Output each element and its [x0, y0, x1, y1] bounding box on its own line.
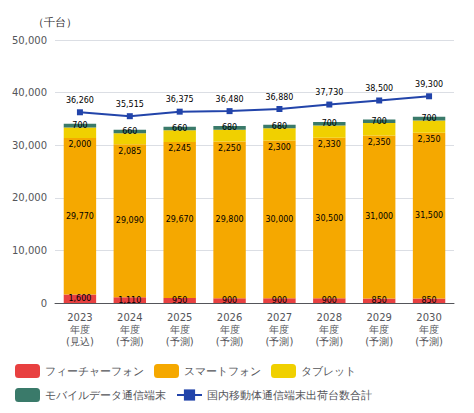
svg-text:29,090: 29,090 [116, 216, 144, 225]
svg-text:700: 700 [421, 114, 436, 123]
svg-text:30,000: 30,000 [12, 140, 47, 151]
svg-text:2,000: 2,000 [68, 140, 91, 149]
svg-text:年度: 年度 [120, 324, 140, 335]
svg-text:50,000: 50,000 [12, 35, 47, 46]
svg-text:年度: 年度 [319, 324, 339, 335]
svg-text:年度: 年度 [170, 324, 190, 335]
svg-text:36,880: 36,880 [265, 93, 293, 102]
svg-text:2,350: 2,350 [368, 138, 391, 147]
svg-text:29,800: 29,800 [216, 215, 244, 224]
svg-text:35,515: 35,515 [116, 100, 144, 109]
svg-text:2,330: 2,330 [318, 140, 341, 149]
svg-text:2030: 2030 [416, 312, 441, 323]
svg-text:31,000: 31,000 [365, 212, 393, 221]
svg-text:10,000: 10,000 [12, 245, 47, 256]
svg-text:2,350: 2,350 [418, 135, 441, 144]
svg-text:フィーチャーフォン: フィーチャーフォン [45, 365, 144, 378]
svg-text:900: 900 [272, 296, 287, 305]
svg-text:900: 900 [222, 296, 237, 305]
svg-text:850: 850 [372, 296, 387, 305]
svg-text:1,600: 1,600 [68, 294, 91, 303]
svg-text:700: 700 [372, 117, 387, 126]
svg-text:37,730: 37,730 [315, 88, 343, 97]
svg-text:年度: 年度 [369, 324, 389, 335]
svg-text:年度: 年度 [269, 324, 289, 335]
svg-text:2027: 2027 [267, 312, 292, 323]
svg-text:700: 700 [72, 121, 87, 130]
svg-text:700: 700 [322, 119, 337, 128]
svg-text:660: 660 [172, 124, 187, 133]
svg-text:0: 0 [41, 298, 47, 309]
svg-text:680: 680 [222, 123, 237, 132]
svg-text:2023: 2023 [67, 312, 92, 323]
svg-text:850: 850 [421, 296, 436, 305]
svg-text:39,300: 39,300 [415, 80, 443, 89]
svg-text:2029: 2029 [366, 312, 391, 323]
svg-text:モバイルデータ通信端末: モバイルデータ通信端末 [45, 389, 166, 402]
svg-text:(予測): (予測) [216, 336, 244, 347]
svg-text:38,500: 38,500 [365, 84, 393, 93]
svg-text:680: 680 [272, 122, 287, 131]
svg-text:20,000: 20,000 [12, 192, 47, 203]
svg-text:（千台）: （千台） [33, 16, 77, 29]
svg-text:(見込): (見込) [66, 336, 94, 347]
svg-text:(予測): (予測) [116, 336, 144, 347]
svg-text:年度: 年度 [70, 324, 90, 335]
svg-text:2025: 2025 [167, 312, 192, 323]
svg-text:(予測): (予測) [266, 336, 294, 347]
svg-text:31,500: 31,500 [415, 211, 443, 220]
svg-text:タブレット: タブレット [301, 365, 356, 378]
svg-text:(予測): (予測) [365, 336, 393, 347]
svg-text:900: 900 [322, 296, 337, 305]
svg-text:2,245: 2,245 [168, 144, 191, 153]
svg-text:950: 950 [172, 296, 187, 305]
svg-text:29,770: 29,770 [66, 212, 94, 221]
svg-text:(予測): (予測) [315, 336, 343, 347]
svg-text:29,670: 29,670 [166, 215, 194, 224]
svg-text:40,000: 40,000 [12, 87, 47, 98]
svg-text:30,500: 30,500 [315, 214, 343, 223]
svg-text:1,110: 1,110 [118, 296, 141, 305]
svg-text:2,300: 2,300 [268, 143, 291, 152]
svg-text:(予測): (予測) [415, 336, 443, 347]
svg-text:2024: 2024 [117, 312, 142, 323]
svg-text:36,375: 36,375 [166, 95, 194, 104]
svg-text:年度: 年度 [220, 324, 240, 335]
svg-text:30,000: 30,000 [265, 215, 293, 224]
svg-text:2026: 2026 [217, 312, 242, 323]
svg-text:スマートフォン: スマートフォン [184, 365, 261, 378]
svg-text:年度: 年度 [419, 324, 439, 335]
svg-text:(予測): (予測) [166, 336, 194, 347]
svg-text:2028: 2028 [317, 312, 342, 323]
svg-text:国内移動体通信端末出荷台数合計: 国内移動体通信端末出荷台数合計 [207, 389, 372, 402]
svg-text:36,480: 36,480 [216, 95, 244, 104]
svg-text:36,260: 36,260 [66, 96, 94, 105]
svg-text:2,250: 2,250 [218, 144, 241, 153]
svg-text:2,085: 2,085 [118, 147, 141, 156]
svg-text:660: 660 [122, 127, 137, 136]
